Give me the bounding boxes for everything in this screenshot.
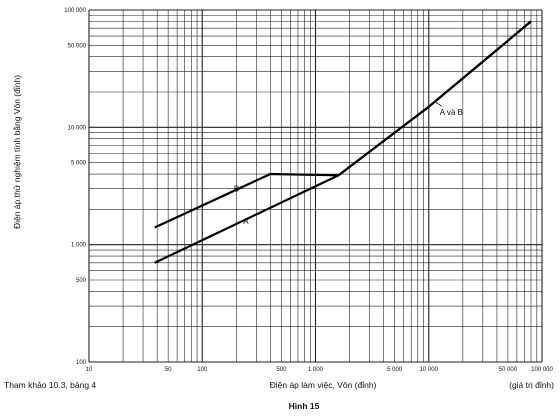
annotation-layer: A B A và B (234, 101, 463, 226)
y-axis-title: Điện áp thử nghiệm tính bằng Vôn (đỉnh) (12, 75, 22, 229)
x-axis-title: Điện áp làm việc, Vôn (đỉnh) (270, 380, 377, 390)
x-unit-note: (giá trị đỉnh) (509, 380, 554, 390)
annotation-pointer (435, 101, 442, 107)
x-tick-label: 10 (86, 367, 93, 373)
tick-label-layer: 10 50 100 500 1 000 5 000 10 000 50 000 100 000 1… (64, 8, 553, 373)
y-tick-label: 5 000 (71, 161, 87, 167)
y-tick-label: 10 000 (68, 125, 87, 131)
x-tick-label: 1 000 (308, 367, 324, 373)
y-tick-label: 500 (76, 278, 87, 284)
annotation-label: A và B (440, 108, 463, 117)
figure-caption: Hình 15 (289, 401, 320, 411)
x-tick-label: 500 (276, 367, 287, 373)
annotation-label: B (234, 184, 239, 193)
y-tick-label: 100 (76, 360, 87, 366)
x-tick-label: 50 000 (499, 367, 518, 373)
annotation-label: A (243, 217, 249, 226)
y-tick-label: 100 000 (64, 8, 86, 14)
x-tick-label: 50 (165, 367, 172, 373)
x-tick-label: 100 (197, 367, 208, 373)
y-tick-label: 1 000 (71, 243, 87, 249)
grid-layer (88, 9, 543, 363)
series-line-b (154, 20, 532, 229)
reference-note: Tham khảo 10.3, bảng 4 (4, 380, 96, 390)
y-tick-label: 50 000 (68, 43, 87, 49)
series-layer (154, 20, 532, 264)
x-tick-label: 5 000 (387, 367, 403, 373)
x-tick-label: 10 000 (420, 367, 439, 373)
x-tick-label: 100 000 (531, 367, 553, 373)
